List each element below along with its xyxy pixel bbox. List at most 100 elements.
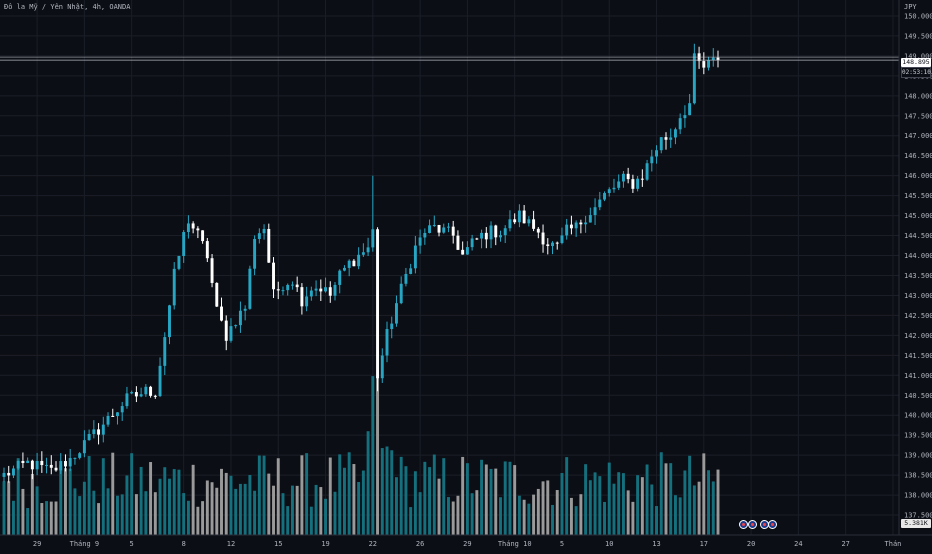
volume-bar	[49, 501, 53, 535]
volume-bar	[286, 506, 290, 535]
volume-bar	[612, 483, 616, 535]
volume-bar	[513, 465, 517, 535]
volume-bar	[631, 501, 635, 535]
volume-bar	[522, 499, 526, 535]
candle-body	[144, 386, 148, 395]
candle-body	[565, 224, 569, 236]
candle-body	[253, 238, 257, 269]
volume-bar	[305, 453, 309, 535]
candle-body	[631, 179, 635, 189]
symbol-title[interactable]: Đô la Mỹ / Yên Nhật, 4h, OANDA	[4, 3, 131, 11]
candle-body	[390, 323, 394, 330]
volume-bar	[352, 464, 356, 535]
candle-body	[461, 249, 465, 255]
candle-body	[569, 224, 573, 229]
candle-body	[11, 468, 15, 476]
candle-body	[423, 232, 427, 238]
volume-bar	[636, 475, 640, 535]
x-tick-label: 29	[463, 540, 471, 548]
volume-bar	[182, 493, 186, 535]
candle-body	[281, 290, 285, 292]
candle-body	[664, 137, 668, 140]
candle-body	[73, 457, 77, 459]
volume-bar	[541, 481, 545, 535]
candle-body	[111, 415, 115, 417]
volume-bar	[11, 500, 15, 535]
candle-body	[333, 284, 337, 296]
volume-bar	[21, 488, 25, 535]
volume-bar	[494, 468, 498, 535]
candle-body	[673, 129, 677, 138]
candle-body	[480, 232, 484, 239]
volume-bar	[598, 476, 602, 535]
candle-body	[16, 460, 20, 469]
x-tick-label: 29	[33, 540, 41, 548]
candle-body	[640, 178, 644, 180]
x-tick-label: Tháng 10	[498, 540, 532, 548]
candle-body	[659, 137, 663, 151]
volume-bar	[125, 475, 129, 535]
volume-bar	[532, 494, 536, 535]
volume-bar	[234, 488, 238, 535]
volume-bar	[116, 495, 119, 535]
candle-body	[508, 219, 512, 229]
volume-bar	[224, 472, 228, 535]
volume-bar	[300, 455, 304, 535]
candle-body	[82, 440, 86, 454]
candle-body	[59, 461, 63, 471]
volume-bar	[319, 487, 323, 535]
candle-body	[210, 258, 214, 283]
x-tick-label: 27	[841, 540, 849, 548]
jp-flag-event-icon[interactable]	[748, 520, 757, 529]
x-tick-label: 8	[182, 540, 186, 548]
us-flag-event-icon[interactable]	[739, 520, 748, 529]
candle-body	[371, 229, 375, 248]
candle-body	[2, 472, 6, 477]
candle-body	[645, 163, 649, 180]
candle-body	[541, 232, 545, 245]
candle-body	[26, 460, 30, 464]
x-tick-label: Tháng 9	[70, 540, 100, 548]
candle-body	[603, 193, 606, 200]
candle-body	[484, 232, 488, 240]
price-axis[interactable]: 150.000149.500149.000148.500148.000147.5…	[904, 12, 932, 519]
candle-body	[588, 215, 592, 223]
candle-body	[688, 103, 692, 116]
volume-bar	[338, 454, 342, 535]
candle-body	[158, 365, 162, 397]
x-tick-label: 10	[605, 540, 613, 548]
us-flag-event-icon[interactable]	[768, 520, 777, 529]
volume-bar	[432, 454, 436, 535]
candle-body	[447, 226, 450, 228]
volume-bar	[281, 493, 285, 535]
volume-bar	[191, 464, 195, 535]
volume-bar	[574, 506, 578, 535]
volume-bar	[272, 485, 275, 535]
candle-body	[201, 230, 205, 242]
candle-body	[456, 235, 460, 250]
candle-body	[636, 178, 640, 189]
candle-body	[432, 224, 436, 226]
volume-bar	[394, 477, 398, 535]
volume-bar	[111, 452, 115, 535]
volume-bar	[309, 506, 313, 535]
candle-body	[357, 254, 361, 267]
volume-bar	[617, 472, 621, 535]
volume-bar	[238, 483, 242, 535]
last-price-tag: 148.895	[901, 58, 931, 67]
x-tick-label: 19	[321, 540, 329, 548]
volume-bar	[565, 457, 569, 535]
volume-bar	[267, 473, 271, 535]
volume-bar	[210, 482, 214, 535]
volume-bar	[560, 473, 564, 535]
candle-body	[163, 337, 167, 366]
candle-body	[338, 270, 342, 285]
candle-body	[78, 453, 82, 458]
volume-bar	[357, 482, 361, 535]
candle-body	[366, 247, 370, 253]
volume-bar	[59, 464, 63, 535]
time-axis[interactable]: 29 Tháng 9 5 8 12 15 19 22 26 29 Tháng 10 5 10 13 17 20…	[33, 540, 902, 548]
volume-bar	[220, 468, 223, 535]
